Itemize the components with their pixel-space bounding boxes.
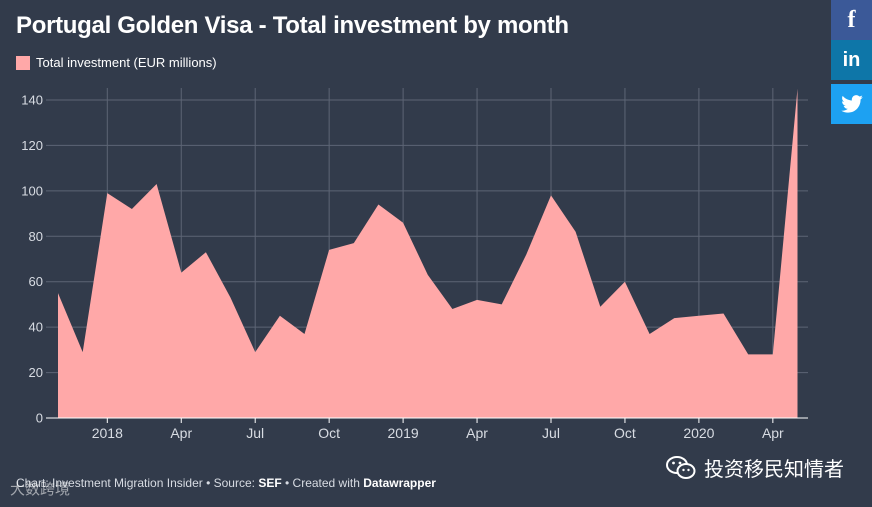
footer-source-link[interactable]: SEF	[258, 476, 282, 490]
x-tick-label: Jul	[246, 425, 264, 441]
y-tick-label: 140	[21, 93, 43, 108]
x-tick-label: Jul	[542, 425, 560, 441]
linkedin-icon: in	[842, 48, 861, 71]
x-tick-label: Oct	[318, 425, 340, 441]
y-tick-label: 80	[29, 229, 43, 244]
footer-chart-author: Investment Migration Insider	[52, 476, 203, 490]
y-tick-label: 100	[21, 183, 43, 198]
twitter-share-button[interactable]	[831, 84, 872, 124]
y-tick-label: 20	[29, 365, 43, 380]
x-tick-label: Oct	[614, 425, 636, 441]
wechat-icon	[666, 455, 696, 479]
y-tick-label: 120	[21, 138, 43, 153]
y-tick-label: 60	[29, 274, 43, 289]
chart-footer: Chart: Investment Migration Insider • So…	[16, 476, 436, 490]
investment-area	[58, 88, 798, 418]
footer-created-prefix: • Created with	[281, 476, 364, 490]
wechat-watermark: 投资移民知情者	[666, 453, 844, 482]
footer-datawrapper-link[interactable]: Datawrapper	[363, 476, 436, 490]
x-tick-label: Apr	[170, 425, 192, 441]
linkedin-share-button[interactable]: in	[831, 40, 872, 80]
x-tick-label: 2018	[92, 425, 123, 441]
legend-swatch	[16, 55, 30, 70]
x-tick-label: Apr	[762, 425, 784, 441]
twitter-icon	[840, 95, 863, 113]
facebook-share-button[interactable]: f	[831, 0, 872, 40]
x-tick-label: 2019	[388, 425, 419, 441]
x-tick-label: Apr	[466, 425, 488, 441]
y-tick-label: 0	[36, 411, 43, 426]
x-tick-label: 2020	[683, 425, 714, 441]
legend: Total investment (EUR millions)	[16, 55, 217, 70]
chart-title: Portugal Golden Visa - Total investment …	[16, 12, 569, 39]
facebook-icon: f	[847, 6, 856, 33]
footer-chart-prefix: Chart:	[16, 476, 53, 490]
legend-label: Total investment (EUR millions)	[36, 55, 217, 70]
y-tick-label: 40	[29, 320, 43, 335]
watermark-left: 大数跨境	[10, 481, 71, 498]
wechat-account-name: 投资移民知情者	[704, 459, 844, 481]
footer-source-prefix: • Source:	[202, 476, 259, 490]
